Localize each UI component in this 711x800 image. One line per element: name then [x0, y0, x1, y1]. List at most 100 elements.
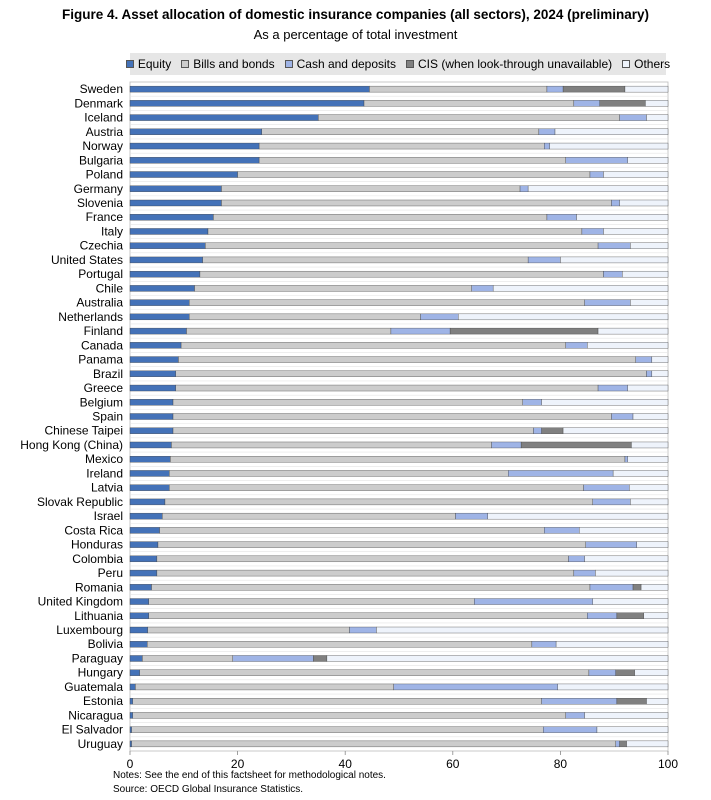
bar-cash-and-deposits-ireland [508, 470, 614, 477]
bar-cash-and-deposits-belgium [522, 399, 542, 406]
bar-equity-united-states [129, 256, 203, 264]
bar-bills-and-bonds-mexico [170, 456, 626, 463]
bar-others-ireland [612, 470, 669, 477]
bar-bills-and-bonds-luxembourg [147, 626, 350, 634]
bar-equity-chinese-taipei [129, 427, 174, 434]
bar-bills-and-bonds-guatemala [135, 683, 394, 691]
bar-cis-when-look-through-unavailable-hong-kong-china [520, 441, 632, 449]
bar-cash-and-deposits-guatemala [393, 683, 558, 691]
category-label-slovak-republic: Slovak Republic [37, 495, 123, 509]
bar-equity-denmark [129, 100, 365, 107]
bar-others-latvia [629, 484, 669, 491]
category-label-chile: Chile [96, 281, 124, 295]
bar-others-spain [632, 413, 669, 420]
bar-equity-israel [129, 512, 163, 520]
bar-cash-and-deposits-greece [597, 384, 628, 392]
category-label-greece: Greece [84, 381, 124, 395]
legend-label-cash-deposits: Cash and deposits [296, 57, 397, 71]
bar-cash-and-deposits-luxembourg [349, 626, 377, 634]
bar-cash-and-deposits-australia [584, 299, 631, 306]
category-label-romania: Romania [75, 580, 123, 594]
bar-equity-costa-rica [129, 527, 160, 534]
bar-others-iceland [646, 114, 669, 121]
legend-item-others: Others [622, 57, 670, 71]
bar-equity-belgium [129, 399, 174, 406]
bar-equity-greece [129, 384, 176, 392]
notes-text: Notes: See the end of this factsheet for… [113, 770, 386, 781]
bar-cis-when-look-through-unavailable-denmark [599, 100, 646, 107]
legend-item-bills-bonds: Bills and bonds [181, 57, 275, 71]
bar-equity-spain [129, 413, 174, 420]
legend-swatch-others [622, 60, 631, 68]
bar-equity-united-kingdom [129, 598, 150, 605]
category-label-costa-rica: Costa Rica [64, 523, 123, 537]
bar-others-peru [595, 569, 669, 577]
bar-cash-and-deposits-finland [390, 327, 451, 335]
category-label-netherlands: Netherlands [58, 310, 123, 324]
bar-others-honduras [636, 541, 669, 548]
category-label-colombia: Colombia [72, 552, 123, 566]
legend-label-others: Others [634, 57, 671, 71]
bar-bills-and-bonds-united-states [202, 256, 529, 264]
bar-cash-and-deposits-sweden [546, 85, 564, 93]
bar-cash-and-deposits-panama [635, 356, 653, 363]
bar-cash-and-deposits-norway [544, 142, 550, 150]
legend-item-equity: Equity [125, 57, 171, 71]
bar-others-france [576, 214, 669, 221]
bar-bills-and-bonds-italy [207, 228, 583, 235]
bar-cash-and-deposits-portugal [603, 270, 623, 278]
bar-bills-and-bonds-israel [162, 512, 456, 520]
bar-bills-and-bonds-colombia [156, 555, 569, 563]
bar-cash-and-deposits-slovenia [611, 199, 620, 207]
source-text: Source: OECD Global Insurance Statistics… [113, 784, 304, 795]
bar-equity-austria [129, 128, 262, 135]
bar-bills-and-bonds-greece [175, 384, 599, 392]
bar-cash-and-deposits-france [546, 214, 577, 221]
bar-bills-and-bonds-finland [186, 327, 392, 335]
bar-cash-and-deposits-peru [573, 569, 596, 577]
bar-cash-and-deposits-israel [455, 512, 488, 520]
category-label-belgium: Belgium [80, 395, 123, 409]
bar-others-brazil [651, 370, 669, 377]
category-label-el-salvador: El Salvador [62, 723, 123, 737]
bar-bills-and-bonds-hungary [139, 669, 590, 676]
bar-equity-norway [129, 142, 260, 150]
category-label-spain: Spain [92, 410, 123, 424]
bar-cash-and-deposits-romania [589, 584, 634, 591]
chart-subtitle: As a percentage of total investment [253, 27, 458, 42]
bar-bills-and-bonds-honduras [157, 541, 586, 548]
bar-others-portugal [622, 270, 669, 278]
bar-cis-when-look-through-unavailable-chinese-taipei [541, 427, 564, 434]
bar-others-panama [651, 356, 669, 363]
bar-bills-and-bonds-france [213, 214, 548, 221]
bar-equity-hong-kong-china [129, 441, 172, 449]
bar-equity-latvia [129, 484, 170, 491]
bar-others-mexico [627, 456, 669, 463]
bar-bills-and-bonds-poland [237, 171, 591, 178]
bar-others-hong-kong-china [631, 441, 669, 449]
bar-equity-italy [129, 228, 209, 235]
category-label-uruguay: Uruguay [78, 737, 123, 751]
bar-bills-and-bonds-chile [194, 285, 472, 292]
category-label-czechia: Czechia [80, 239, 124, 253]
bar-others-australia [630, 299, 669, 306]
category-label-nicaragua: Nicaragua [68, 708, 123, 722]
bar-others-chinese-taipei [562, 427, 669, 434]
x-tick-label-60: 60 [446, 757, 460, 771]
bar-others-hungary [634, 669, 669, 676]
category-label-iceland: Iceland [84, 111, 123, 125]
bar-cash-and-deposits-italy [581, 228, 604, 235]
bar-equity-peru [129, 569, 158, 577]
bar-bills-and-bonds-germany [221, 185, 521, 192]
bar-cash-and-deposits-spain [611, 413, 634, 420]
bar-others-czechia [630, 242, 669, 249]
bar-equity-germany [129, 185, 222, 192]
bar-cash-and-deposits-bolivia [531, 641, 557, 648]
bar-cis-when-look-through-unavailable-paraguay [313, 655, 328, 662]
bar-cash-and-deposits-latvia [583, 484, 630, 491]
category-label-sweden: Sweden [80, 82, 123, 96]
bar-cash-and-deposits-bulgaria [565, 157, 628, 164]
bar-equity-chile [129, 285, 195, 292]
bar-cash-and-deposits-paraguay [232, 655, 314, 662]
category-label-austria: Austria [86, 125, 124, 139]
